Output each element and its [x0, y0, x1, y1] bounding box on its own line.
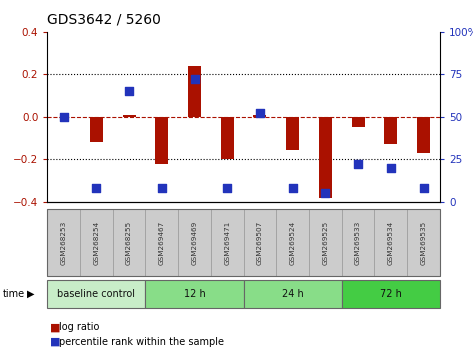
Text: 24 h: 24 h	[282, 289, 304, 299]
Text: ▶: ▶	[27, 289, 35, 299]
Bar	[178, 209, 211, 276]
Text: time: time	[2, 289, 25, 299]
Text: ■: ■	[50, 322, 60, 332]
Bar	[47, 209, 80, 276]
Point	[387, 165, 394, 171]
Bar	[254, 115, 266, 117]
Text: 72 h: 72 h	[380, 289, 402, 299]
Text: GSM269525: GSM269525	[323, 220, 328, 265]
Point	[354, 161, 362, 167]
Point	[420, 185, 427, 191]
Text: 12 h: 12 h	[184, 289, 205, 299]
Bar	[90, 117, 103, 142]
Point	[158, 185, 166, 191]
Bar	[188, 66, 201, 117]
Bar	[286, 117, 299, 150]
Bar	[211, 209, 244, 276]
Bar	[417, 117, 430, 153]
Text: GSM268253: GSM268253	[61, 220, 67, 265]
Bar	[155, 117, 168, 164]
Point	[125, 88, 133, 94]
Bar	[80, 209, 113, 276]
Text: GSM268254: GSM268254	[93, 220, 99, 265]
Bar	[351, 117, 365, 127]
Point	[93, 185, 100, 191]
Text: baseline control: baseline control	[57, 289, 135, 299]
Text: GSM269524: GSM269524	[289, 220, 296, 265]
Point	[289, 185, 297, 191]
Text: GSM269467: GSM269467	[159, 220, 165, 265]
Text: GDS3642 / 5260: GDS3642 / 5260	[47, 12, 161, 27]
Point	[223, 185, 231, 191]
Text: GSM269469: GSM269469	[192, 220, 198, 265]
Bar	[375, 209, 407, 276]
Bar	[384, 117, 397, 144]
Bar	[342, 209, 375, 276]
Bar	[309, 209, 342, 276]
Bar	[221, 117, 234, 159]
Text: GSM269535: GSM269535	[420, 220, 427, 265]
Bar	[244, 209, 276, 276]
Text: log ratio: log ratio	[59, 322, 99, 332]
Point	[256, 110, 264, 116]
Bar	[244, 280, 342, 308]
Bar	[319, 117, 332, 198]
Bar	[146, 209, 178, 276]
Bar	[276, 209, 309, 276]
Point	[191, 76, 198, 82]
Bar	[342, 280, 440, 308]
Text: GSM269534: GSM269534	[388, 220, 394, 265]
Text: ■: ■	[50, 337, 60, 347]
Text: GSM268255: GSM268255	[126, 220, 132, 265]
Bar	[146, 280, 244, 308]
Text: GSM269533: GSM269533	[355, 220, 361, 265]
Point	[322, 190, 329, 196]
Text: percentile rank within the sample: percentile rank within the sample	[59, 337, 224, 347]
Bar	[47, 280, 146, 308]
Bar	[113, 209, 146, 276]
Bar	[123, 115, 136, 117]
Bar	[407, 209, 440, 276]
Text: GSM269471: GSM269471	[224, 220, 230, 265]
Text: GSM269507: GSM269507	[257, 220, 263, 265]
Point	[60, 114, 68, 120]
